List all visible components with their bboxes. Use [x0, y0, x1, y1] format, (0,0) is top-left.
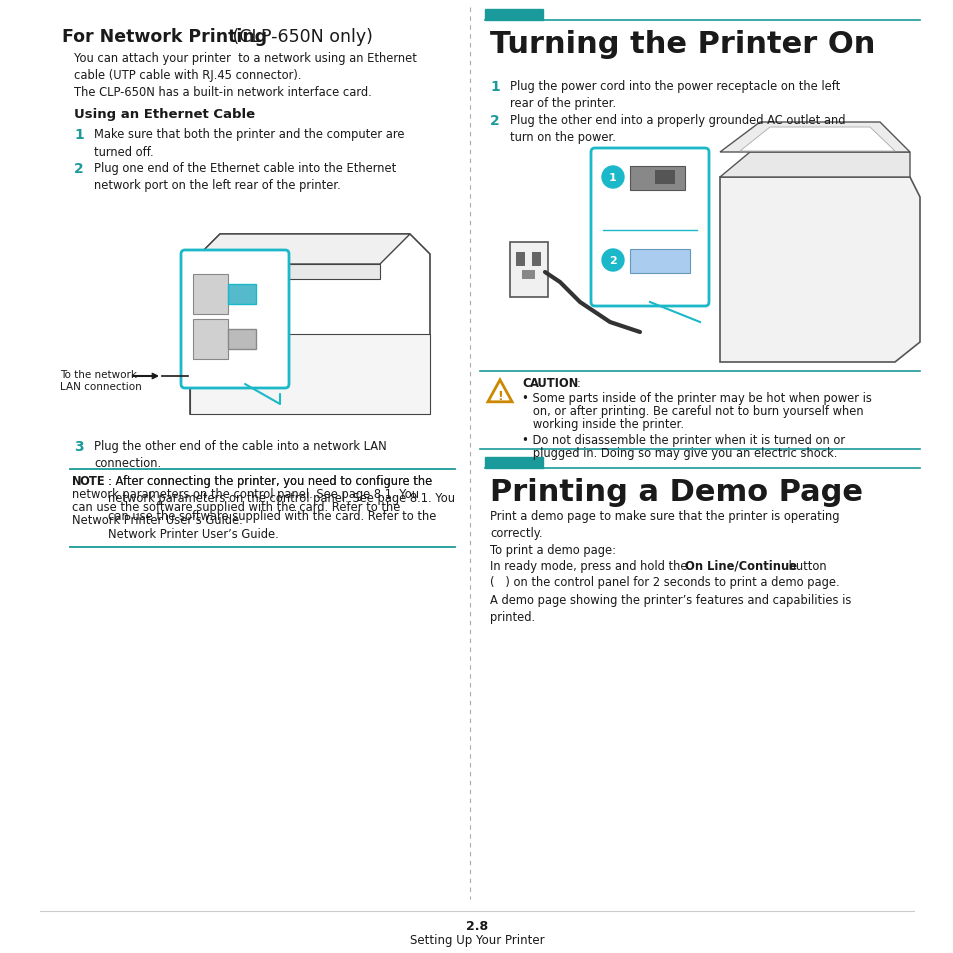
- Text: To the network
LAN connection: To the network LAN connection: [60, 370, 142, 392]
- Bar: [655, 171, 675, 185]
- Text: • Do not disassemble the printer when it is turned on or: • Do not disassemble the printer when it…: [521, 434, 844, 447]
- Text: You can attach your printer  to a network using an Ethernet
cable (UTP cable wit: You can attach your printer to a network…: [74, 52, 416, 82]
- Text: : After connecting the printer, you need to configure the
network parameters on : : After connecting the printer, you need…: [108, 475, 455, 540]
- Text: 2: 2: [608, 255, 617, 266]
- Text: on, or after printing. Be careful not to burn yourself when: on, or after printing. Be careful not to…: [521, 405, 862, 417]
- Bar: [629, 250, 689, 274]
- Bar: [193, 319, 228, 359]
- Text: can use the software supplied with the card. Refer to the: can use the software supplied with the c…: [71, 500, 400, 514]
- Polygon shape: [200, 265, 379, 280]
- Text: For Network Printing: For Network Printing: [62, 28, 267, 46]
- Text: Turning the Printer On: Turning the Printer On: [490, 30, 875, 59]
- Text: Plug the other end into a properly grounded AC outlet and
turn on the power.: Plug the other end into a properly groun…: [510, 113, 844, 144]
- Text: !: !: [497, 390, 502, 403]
- Polygon shape: [740, 128, 894, 152]
- Text: plugged in. Doing so may give you an electric shock.: plugged in. Doing so may give you an ele…: [521, 447, 837, 459]
- Circle shape: [601, 167, 623, 189]
- Text: On Line/Continue: On Line/Continue: [684, 559, 796, 573]
- Text: 3: 3: [74, 439, 84, 454]
- Text: Make sure that both the printer and the computer are
turned off.: Make sure that both the printer and the …: [94, 128, 404, 158]
- Text: network parameters on the control panel. See page 8.1. You: network parameters on the control panel.…: [71, 488, 418, 500]
- Text: (CLP-650N only): (CLP-650N only): [227, 28, 373, 46]
- Text: Network Printer User’s Guide.: Network Printer User’s Guide.: [71, 514, 242, 526]
- Text: 2: 2: [490, 113, 499, 128]
- Bar: [228, 330, 255, 350]
- Polygon shape: [190, 234, 410, 265]
- Text: C: C: [521, 376, 530, 390]
- Bar: [193, 274, 228, 314]
- Text: 1: 1: [74, 128, 84, 142]
- Text: Printing a Demo Page: Printing a Demo Page: [490, 477, 862, 506]
- Bar: [521, 271, 535, 280]
- Bar: [484, 457, 542, 469]
- Text: OTE: OTE: [79, 475, 105, 488]
- Text: 1: 1: [608, 172, 617, 183]
- Text: Using an Ethernet Cable: Using an Ethernet Cable: [74, 108, 254, 121]
- Bar: [532, 253, 540, 267]
- Text: To print a demo page:: To print a demo page:: [490, 543, 616, 557]
- Polygon shape: [720, 152, 909, 178]
- Bar: [629, 167, 684, 191]
- Text: Setting Up Your Printer: Setting Up Your Printer: [409, 933, 544, 946]
- Text: In ready mode, press and hold the: In ready mode, press and hold the: [490, 559, 690, 573]
- Text: Plug the other end of the cable into a network LAN
connection.: Plug the other end of the cable into a n…: [94, 439, 386, 470]
- Bar: [510, 243, 547, 297]
- Bar: [516, 253, 524, 267]
- FancyBboxPatch shape: [590, 149, 708, 307]
- Text: The CLP-650N has a built-in network interface card.: The CLP-650N has a built-in network inte…: [74, 86, 372, 99]
- Text: N: N: [71, 475, 81, 488]
- Text: Plug one end of the Ethernet cable into the Ethernet
network port on the left re: Plug one end of the Ethernet cable into …: [94, 162, 395, 193]
- FancyBboxPatch shape: [181, 251, 289, 389]
- Polygon shape: [190, 335, 430, 415]
- Circle shape: [601, 250, 623, 272]
- Polygon shape: [720, 178, 919, 363]
- Text: 2: 2: [74, 162, 84, 175]
- Text: AUTION: AUTION: [529, 376, 578, 390]
- Text: : After connecting the printer, you need to configure the: : After connecting the printer, you need…: [108, 475, 432, 488]
- Bar: [228, 285, 255, 305]
- Text: 2.8: 2.8: [465, 919, 488, 932]
- Polygon shape: [720, 123, 909, 152]
- Text: Plug the power cord into the power receptacle on the left
rear of the printer.: Plug the power cord into the power recep…: [510, 80, 840, 111]
- Text: (   ) on the control panel for 2 seconds to print a demo page.: ( ) on the control panel for 2 seconds t…: [490, 576, 839, 588]
- Text: working inside the printer.: working inside the printer.: [521, 417, 683, 431]
- Text: 1: 1: [490, 80, 499, 94]
- Text: button: button: [784, 559, 825, 573]
- Text: • Some parts inside of the printer may be hot when power is: • Some parts inside of the printer may b…: [521, 392, 871, 405]
- Text: A demo page showing the printer’s features and capabilities is
printed.: A demo page showing the printer’s featur…: [490, 594, 850, 624]
- Text: Print a demo page to make sure that the printer is operating
correctly.: Print a demo page to make sure that the …: [490, 510, 839, 540]
- Text: :: :: [577, 376, 580, 390]
- Bar: [484, 10, 542, 21]
- Polygon shape: [487, 380, 512, 402]
